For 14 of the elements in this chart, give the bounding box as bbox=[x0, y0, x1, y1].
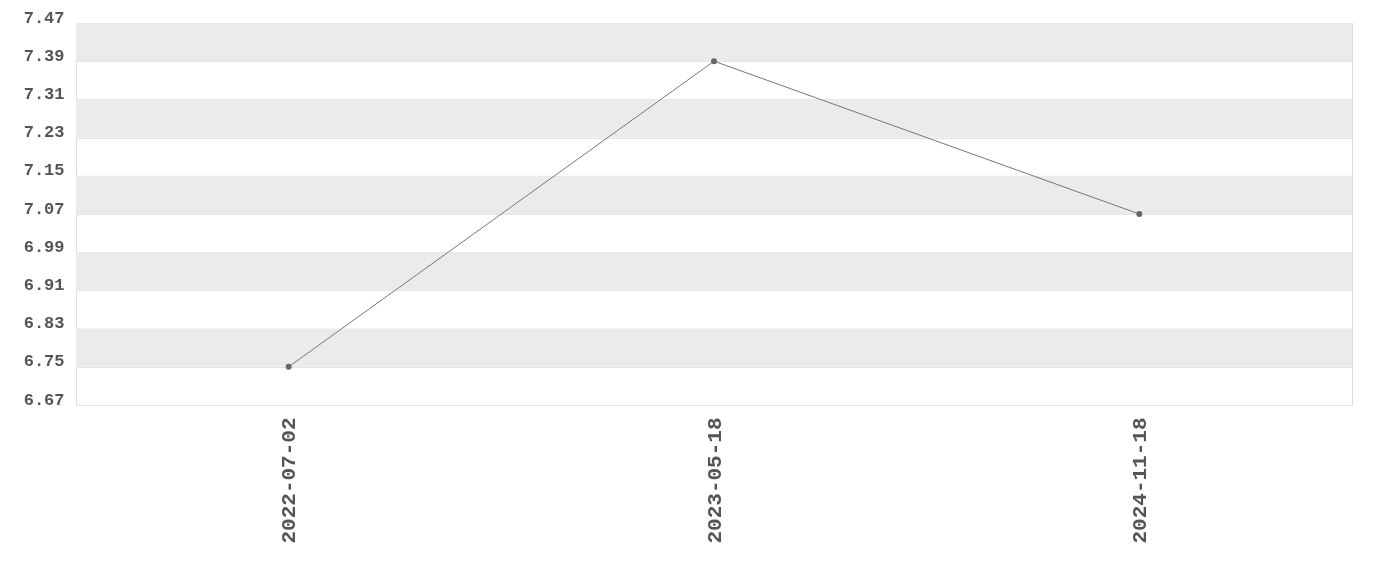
y-tick-label: 7.39 bbox=[23, 46, 65, 66]
x-tick-label: 2022-07-02 bbox=[278, 417, 302, 544]
y-tick-label: 6.75 bbox=[23, 352, 65, 372]
y-tick-label: 6.99 bbox=[23, 237, 65, 257]
y-tick-label: 7.23 bbox=[23, 123, 65, 143]
x-tick-label: 2024-11-18 bbox=[1128, 417, 1152, 544]
x-tick-label: 2023-05-18 bbox=[703, 417, 727, 544]
y-tick-label: 6.83 bbox=[23, 314, 65, 334]
y-tick-label: 6.91 bbox=[23, 275, 65, 295]
y-tick-label: 7.15 bbox=[23, 161, 65, 181]
y-tick-label: 6.67 bbox=[23, 390, 65, 410]
y-tick-label: 7.31 bbox=[23, 84, 65, 104]
y-tick-label: 7.07 bbox=[23, 199, 65, 219]
y-tick-label: 7.47 bbox=[23, 8, 65, 28]
